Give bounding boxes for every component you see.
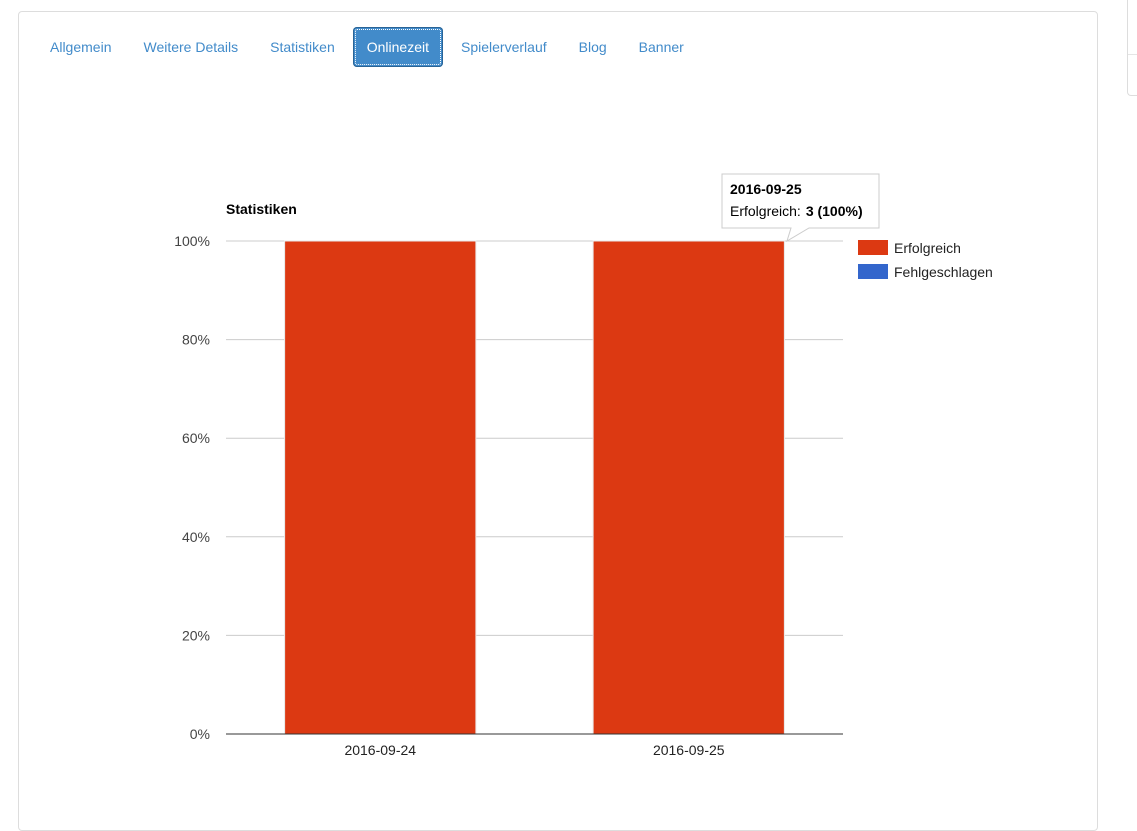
tooltip: 2016-09-25 Erfolgreich: 3 (100%) xyxy=(721,173,880,243)
y-tick-label: 80% xyxy=(182,332,210,348)
tab-banner[interactable]: Banner xyxy=(638,39,684,55)
y-tick-label: 60% xyxy=(182,430,210,446)
tab-weitere-details[interactable]: Weitere Details xyxy=(143,39,239,55)
bars xyxy=(284,240,785,735)
y-tick-label: 40% xyxy=(182,529,210,545)
tab-onlinezeit[interactable]: Onlinezeit xyxy=(352,27,444,67)
chart-title: Statistiken xyxy=(226,201,297,217)
bar-chart: 0% 20% 40% 60% 80% 100% 2016-09-24 2016-09-25 … xyxy=(174,173,993,758)
tab-spielerverlauf[interactable]: Spielerverlauf xyxy=(461,39,547,55)
y-tick-label: 0% xyxy=(190,726,210,742)
side-panel-edge xyxy=(1127,0,1137,96)
legend-swatch xyxy=(858,264,888,279)
x-tick-labels: 2016-09-24 2016-09-25 xyxy=(344,742,724,758)
y-tick-labels: 0% 20% 40% 60% 80% 100% xyxy=(174,233,210,742)
tab-statistiken[interactable]: Statistiken xyxy=(270,39,335,55)
x-tick-label: 2016-09-25 xyxy=(653,742,725,758)
tooltip-line: Erfolgreich: 3 (100%) xyxy=(730,203,863,219)
bar-erfolgreich[interactable] xyxy=(592,240,785,735)
legend-swatch xyxy=(858,240,888,255)
y-tick-label: 100% xyxy=(174,233,210,249)
tab-bar: Allgemein Weitere Details Statistiken On… xyxy=(34,27,700,67)
tooltip-label: Erfolgreich: xyxy=(730,203,801,219)
legend-label: Erfolgreich xyxy=(894,240,961,256)
tooltip-value: 3 (100%) xyxy=(806,203,863,219)
bar-erfolgreich[interactable] xyxy=(284,240,477,735)
legend-label: Fehlgeschlagen xyxy=(894,264,993,280)
tab-allgemein[interactable]: Allgemein xyxy=(50,39,112,55)
tab-blog[interactable]: Blog xyxy=(578,39,607,55)
content-panel xyxy=(18,11,1098,831)
legend: Erfolgreich Fehlgeschlagen xyxy=(858,240,993,280)
tooltip-box xyxy=(721,173,880,243)
y-tick-label: 20% xyxy=(182,627,210,643)
tooltip-title: 2016-09-25 xyxy=(730,181,802,197)
x-tick-label: 2016-09-24 xyxy=(344,742,416,758)
